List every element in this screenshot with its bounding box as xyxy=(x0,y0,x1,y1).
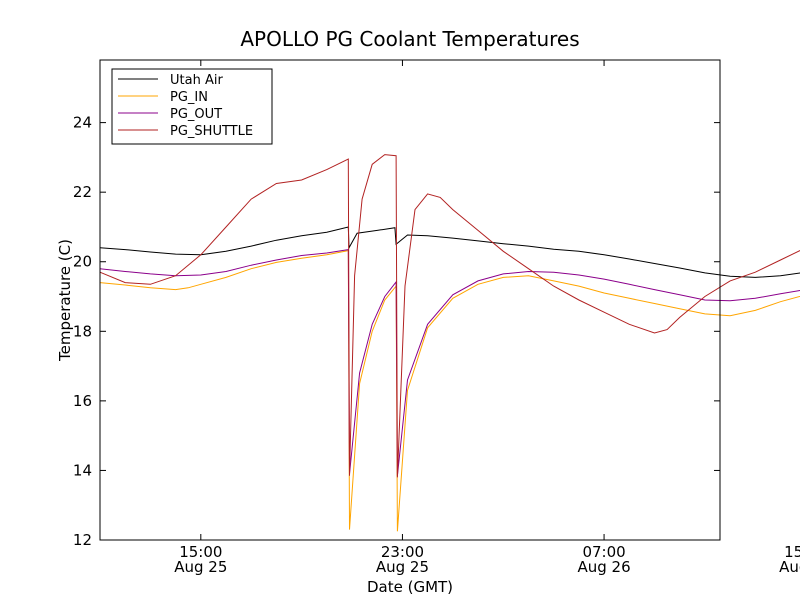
legend-entry-pg-shuttle: PG_SHUTTLE xyxy=(118,124,253,139)
legend-entry-pg-in: PG_IN xyxy=(118,90,208,105)
y-tick-label: 24 xyxy=(73,114,92,132)
series-line-pg-out xyxy=(99,249,800,476)
y-tick-label: 12 xyxy=(73,531,92,549)
series-line-utah-air xyxy=(99,226,800,278)
x-tick-label-time: 23:00 xyxy=(381,543,424,561)
plot-frame xyxy=(99,59,721,541)
x-tick-label-date: Aug 26 xyxy=(779,558,800,576)
x-tick-label-time: 15:00 xyxy=(179,543,222,561)
series-line-pg-in xyxy=(99,249,800,532)
series-line-pg-shuttle xyxy=(99,154,800,478)
legend-entry-utah-air: Utah Air xyxy=(118,73,223,88)
legend: Utah Air PG_IN PG_OUT PG_SHUTTLE xyxy=(111,68,273,145)
series-layer xyxy=(99,154,800,532)
x-tick-label-date: Aug 25 xyxy=(376,558,429,576)
x-tick-label-time: 07:00 xyxy=(582,543,625,561)
legend-label: PG_OUT xyxy=(170,107,222,122)
chart-title: APOLLO PG Coolant Temperatures xyxy=(240,27,579,51)
x-tick-label-date: Aug 25 xyxy=(174,558,227,576)
x-axis-label: Date (GMT) xyxy=(367,578,453,596)
legend-label: PG_IN xyxy=(170,90,208,105)
y-axis-label: Temperature (C) xyxy=(56,239,74,362)
y-axis: 12 14 16 18 20 22 24 xyxy=(73,114,720,549)
x-tick-label-time: 15:00 xyxy=(784,543,800,561)
y-tick-label: 18 xyxy=(73,322,92,340)
legend-box xyxy=(111,68,273,145)
legend-label: PG_SHUTTLE xyxy=(170,124,253,139)
legend-label: Utah Air xyxy=(170,73,223,88)
x-tick-label-date: Aug 26 xyxy=(577,558,630,576)
y-tick-label: 14 xyxy=(73,461,92,479)
y-tick-label: 16 xyxy=(73,392,92,410)
y-tick-label: 20 xyxy=(73,253,92,271)
legend-entry-pg-out: PG_OUT xyxy=(118,107,222,122)
y-tick-label: 22 xyxy=(73,183,92,201)
